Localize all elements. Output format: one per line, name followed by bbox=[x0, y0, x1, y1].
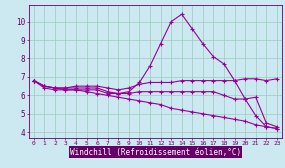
X-axis label: Windchill (Refroidissement éolien,°C): Windchill (Refroidissement éolien,°C) bbox=[70, 148, 241, 157]
